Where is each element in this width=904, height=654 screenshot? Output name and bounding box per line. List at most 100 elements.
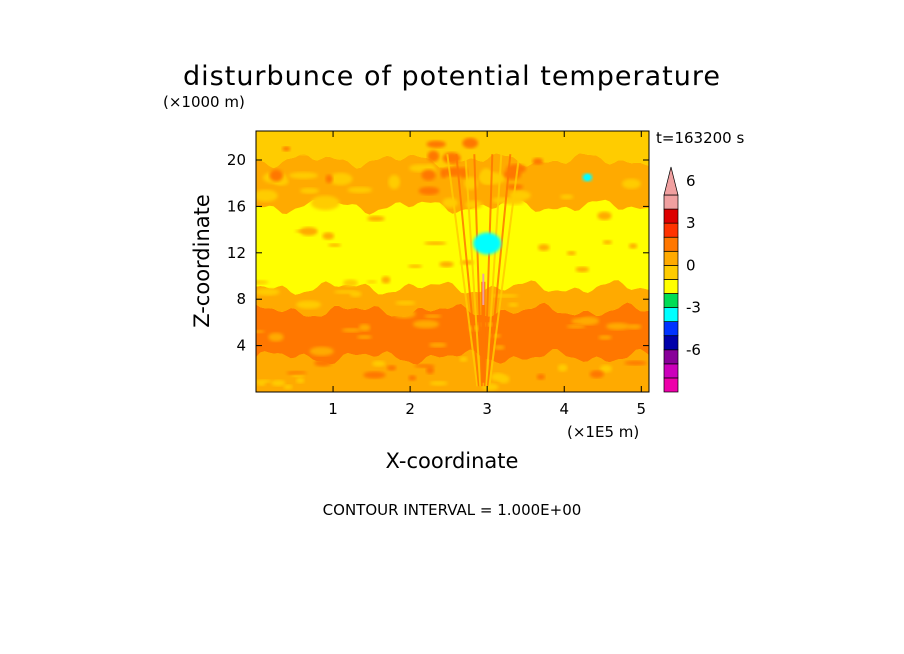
disturbance-ray: [486, 154, 512, 387]
contour-band: [256, 199, 649, 295]
contour-band: [256, 131, 649, 169]
colorbar-swatch: [663, 250, 679, 266]
contour-patch: [597, 211, 612, 221]
plot-frame: [255, 130, 650, 393]
colorbar-label: -6: [686, 341, 701, 359]
contour-patch: [491, 294, 519, 298]
contour-patch: [388, 174, 401, 190]
colorbar-label: 0: [686, 256, 696, 274]
colorbar-swatch: [663, 194, 679, 210]
contour-patch: [566, 324, 586, 329]
contour-patch: [624, 360, 647, 366]
contour-patch: [622, 178, 641, 189]
contour-field: [256, 131, 649, 392]
colorbar-swatch: [663, 236, 679, 252]
contour-patch: [282, 146, 291, 152]
contour-patch: [322, 232, 335, 240]
contour-patch: [309, 346, 334, 356]
contour-patch: [426, 366, 435, 375]
contour-patch: [418, 186, 440, 196]
contour-patch: [414, 364, 435, 368]
contour-patch: [355, 135, 366, 145]
contour-patch: [393, 309, 416, 319]
y-tick-label: 20: [227, 151, 246, 169]
disturbance-ray: [483, 154, 494, 387]
time-label: t=163200 s: [656, 129, 744, 147]
contour-patch: [494, 345, 505, 350]
colorbar-swatch: [663, 279, 679, 294]
contour-patch: [607, 140, 633, 153]
contour-patch: [363, 371, 386, 379]
contour-patch: [316, 201, 329, 207]
contour-patch: [600, 364, 612, 373]
contour-patch: [536, 373, 546, 380]
contour-patch: [566, 251, 577, 256]
contour-patch: [560, 194, 574, 200]
x-tick-label: 1: [328, 400, 338, 418]
contour-patch: [579, 316, 600, 326]
colorbar-swatch: [663, 335, 679, 351]
contour-patch: [429, 342, 447, 348]
contour-patch: [357, 335, 372, 340]
x-axis-label: X-coordinate: [386, 449, 519, 473]
colorbar-swatch: [663, 377, 679, 393]
colorbar-label: 6: [686, 172, 696, 190]
contour-patch: [341, 328, 361, 333]
contour-patch: [602, 240, 613, 245]
contour-patch: [256, 189, 278, 202]
contour-patch: [508, 139, 523, 153]
contour-patch: [429, 381, 448, 386]
contour-patch: [462, 137, 479, 149]
y-unit-label: (×1000 m): [163, 93, 245, 111]
contour-patch: [314, 359, 332, 367]
x-tick-label: 3: [482, 400, 492, 418]
contour-patch: [269, 169, 284, 182]
contour-patch: [256, 288, 280, 296]
y-axis-label: Z-coordinate: [190, 194, 214, 328]
colorbar-swatch: [663, 363, 679, 379]
x-axis: 1 2 3 4 5: [328, 131, 646, 418]
colorbar-swatch: [663, 222, 679, 238]
contour-patch: [296, 377, 305, 384]
contour-patch: [442, 197, 458, 208]
colorbar-swatch: [663, 349, 679, 365]
plot-area: [256, 131, 649, 392]
contour-patch: [300, 227, 318, 236]
x-unit-label: (×1E5 m): [567, 423, 639, 441]
contour-patch: [343, 279, 358, 287]
disturbance-core: [481, 281, 486, 383]
disturbance-ray: [455, 154, 480, 387]
disturbance-ray: [473, 154, 483, 387]
contour-patch: [349, 291, 362, 297]
contour-patch: [268, 332, 284, 342]
y-tick-label: 8: [236, 290, 246, 308]
contour-patch: [427, 150, 440, 162]
contour-patch: [426, 140, 446, 148]
contour-patch: [283, 384, 293, 390]
colorbar-swatch: [663, 293, 679, 308]
contour-interval-footer: CONTOUR INTERVAL = 1.000E+00: [323, 501, 582, 519]
contour-patch: [606, 322, 630, 330]
contour-patch: [348, 145, 376, 161]
contour-band: [256, 349, 649, 392]
disturbance-ray: [488, 154, 521, 387]
contour-patch: [538, 244, 550, 251]
x-tick-label: 4: [559, 400, 569, 418]
contour-patch: [589, 370, 605, 379]
contour-patch: [491, 372, 505, 382]
colorbar-swatch: [663, 321, 679, 337]
contour-patch: [288, 172, 319, 179]
contour-patch: [598, 335, 612, 340]
contour-patch: [508, 302, 519, 307]
contour-patch: [465, 200, 483, 209]
contour-patch: [439, 261, 454, 268]
contour-patch: [358, 324, 371, 332]
contour-patch: [291, 147, 320, 155]
contour-patch: [386, 365, 397, 371]
colorbar-label: -3: [686, 299, 701, 317]
contour-patch: [328, 243, 342, 247]
colorbar-swatch: [663, 307, 679, 322]
contour-patch: [296, 300, 322, 309]
contour-patch: [328, 172, 353, 186]
